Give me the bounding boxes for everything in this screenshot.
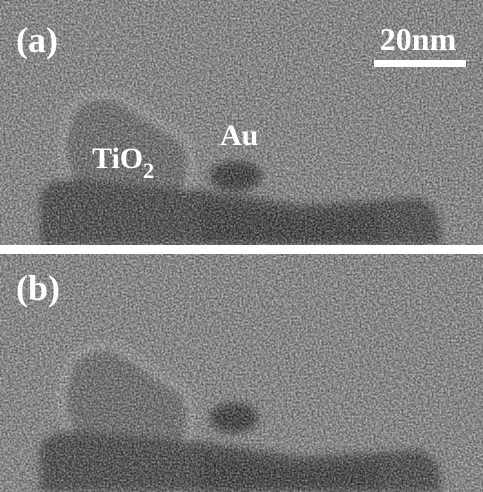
scale-bar-label: 20nm (380, 21, 457, 57)
panel-b (0, 254, 483, 492)
panel-label: (a) (16, 20, 58, 60)
scale-bar (374, 60, 466, 67)
panel-label: (b) (16, 268, 60, 308)
figure: (a) (b) 20nm TiO2 Au (0, 0, 483, 492)
au-label: Au (220, 119, 258, 152)
